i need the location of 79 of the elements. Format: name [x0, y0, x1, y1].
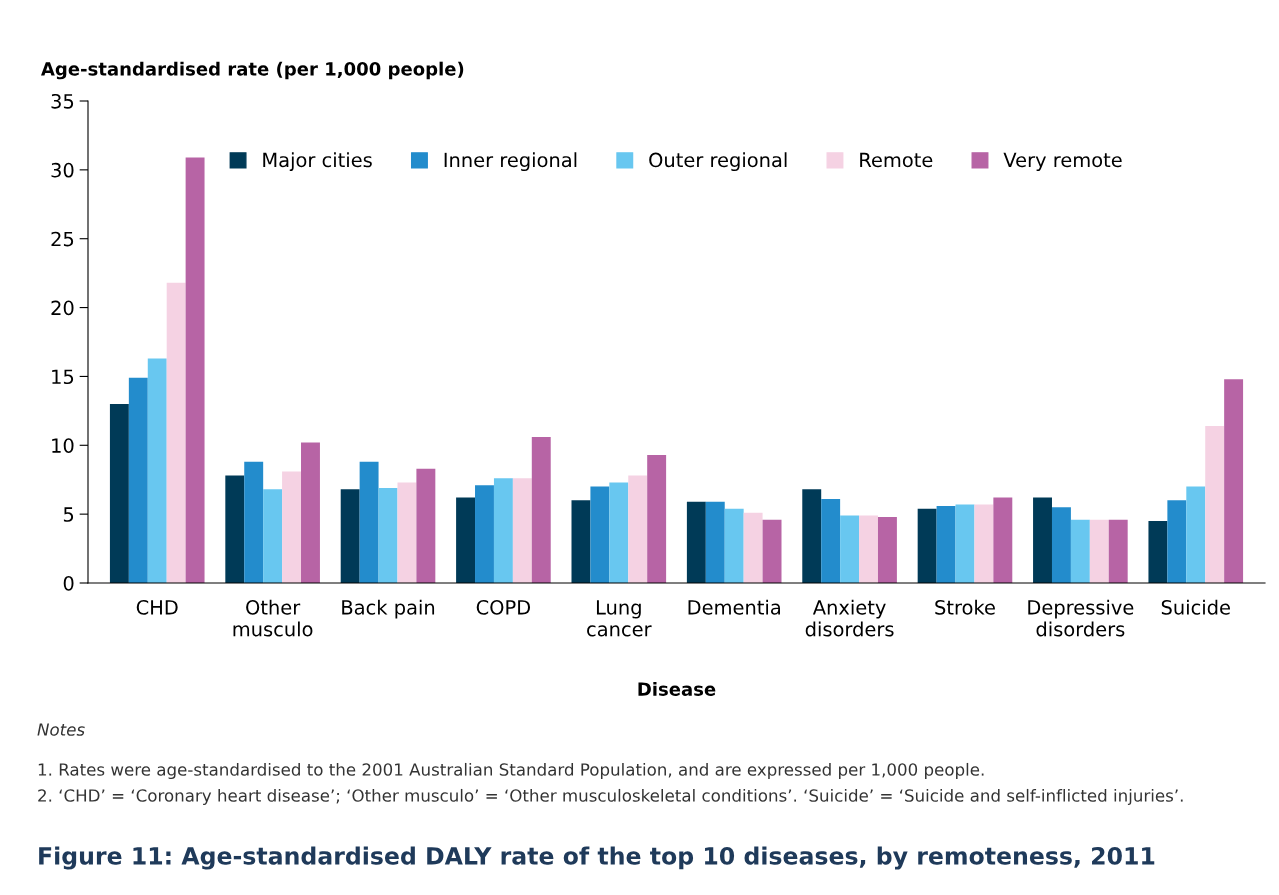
- text: 1. Rates were age-standardised to the 2001 Australian Standard Population, and are expressed per 1,000 people.: [38, 762, 984, 780]
- x-axis-title: Disease: [638, 681, 716, 696]
- bar: [147, 358, 167, 583]
- bar: [1070, 519, 1090, 583]
- y-tick-label: 35: [51, 93, 74, 109]
- bar: [1033, 497, 1052, 583]
- bar: [282, 471, 302, 583]
- legend-label: Major cities: [263, 152, 372, 172]
- bar: [1224, 379, 1244, 583]
- bar: [340, 489, 360, 583]
- bar: [1167, 500, 1187, 583]
- bar: [917, 508, 937, 583]
- bar: [225, 475, 245, 583]
- bar: [109, 403, 129, 583]
- bar: [378, 487, 398, 583]
- bar: [647, 454, 667, 583]
- bar: [974, 504, 994, 583]
- x-tick-label: Other musculo: [233, 599, 313, 637]
- text: Notes: [37, 723, 85, 736]
- x-tick-label: Dementia: [688, 599, 780, 615]
- bar: [512, 478, 532, 583]
- y-tick-label: 5: [63, 507, 74, 522]
- x-tick-label: Back pain: [342, 599, 435, 619]
- bar: [993, 497, 1013, 583]
- y-axis-title: Age-standardised rate (per 1,000 people): [41, 61, 464, 80]
- y-tick-label: 30: [51, 162, 74, 178]
- bar: [1205, 426, 1225, 583]
- bar: [628, 475, 648, 583]
- y-tick-label: 0: [63, 575, 74, 591]
- legend-label: Inner regional: [444, 152, 577, 172]
- bar: [859, 515, 878, 583]
- bar: [416, 468, 436, 583]
- bar: [609, 482, 629, 583]
- legend-label: Outer regional: [649, 152, 787, 172]
- bar: [1089, 519, 1109, 583]
- x-tick-label: Lung cancer: [587, 600, 652, 637]
- bar: [743, 512, 763, 583]
- bar: [1108, 519, 1128, 583]
- bar: [705, 501, 725, 583]
- bar: [1051, 507, 1071, 583]
- bar: [571, 500, 591, 583]
- bar: [397, 482, 417, 583]
- bar: [840, 515, 860, 583]
- bar: [359, 461, 379, 583]
- x-tick-label: Anxiety disorders: [805, 599, 894, 637]
- bar: [1186, 486, 1206, 583]
- bar: [244, 461, 264, 583]
- y-tick-label: 20: [51, 300, 74, 316]
- bar: [955, 504, 975, 583]
- x-tick-label: Suicide: [1161, 599, 1230, 615]
- y-tick-label: 10: [52, 438, 74, 453]
- bar: [531, 437, 551, 583]
- bar: [686, 501, 706, 583]
- bar: [475, 485, 494, 583]
- legend-label: Very remote: [1003, 152, 1122, 172]
- bar: [1148, 521, 1168, 583]
- x-tick-label: COPD: [476, 600, 531, 615]
- bar: [762, 519, 782, 583]
- y-tick-label: 25: [51, 231, 74, 247]
- x-tick-label: Stroke: [935, 599, 995, 615]
- legend-label: Remote: [860, 152, 933, 168]
- bar: [128, 377, 148, 583]
- x-tick-label: Depressive disorders: [1028, 599, 1134, 637]
- bar: [936, 505, 956, 583]
- bar: [724, 508, 744, 583]
- bar: [821, 498, 841, 583]
- bar: [877, 516, 897, 583]
- bar: [263, 489, 283, 583]
- y-tick-label: 15: [52, 369, 74, 385]
- bar: [185, 157, 205, 583]
- bar: [493, 478, 513, 583]
- bar: [590, 486, 610, 583]
- text: 2. ‘CHD’ = ‘Coronary heart disease’; ‘Other musculo’ = ‘Other musculoskeletal conditions’. ‘Suicide’ = ‘Suicide and self-inflicted injuries’.: [38, 788, 1183, 806]
- bar: [456, 497, 476, 583]
- bar: [166, 282, 186, 583]
- x-tick-label: CHD: [136, 600, 178, 615]
- text: Figure 11: Age-standardised DALY rate of the top 10 diseases, by remoteness, 2011: [39, 846, 1155, 870]
- bar: [301, 442, 320, 583]
- bar: [802, 489, 822, 583]
